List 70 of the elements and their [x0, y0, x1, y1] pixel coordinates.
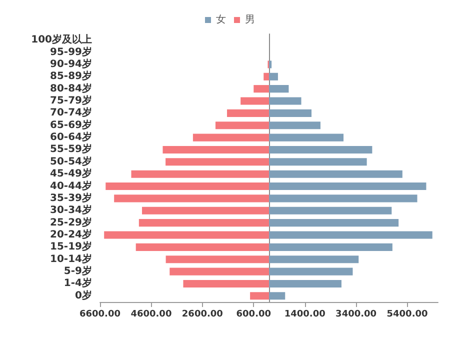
y-tick-label: 80-84岁 — [50, 82, 92, 94]
y-tick-label: 90-94岁 — [50, 58, 92, 70]
y-tick-label: 35-39岁 — [50, 192, 92, 204]
bar — [192, 134, 269, 142]
bar — [269, 109, 312, 117]
bar — [269, 170, 402, 178]
y-tick-label: 95-99岁 — [50, 46, 92, 58]
bar — [250, 292, 269, 300]
bar — [240, 97, 269, 105]
bar — [162, 146, 269, 154]
y-tick-label: 55-59岁 — [50, 143, 92, 156]
y-tick-label: 20-24岁 — [50, 228, 92, 240]
bar — [269, 158, 367, 166]
y-tick-label: 30-34岁 — [50, 204, 92, 216]
bar — [269, 85, 289, 93]
y-tick-label: 60-64岁 — [50, 131, 92, 144]
y-tick-label: 25-29岁 — [50, 216, 92, 228]
x-tick-label: 4600.00 — [130, 310, 172, 320]
bar — [269, 60, 272, 68]
x-tick-label: 1400.00 — [284, 310, 326, 320]
bar — [269, 72, 278, 80]
y-tick-label: 40-44岁 — [50, 180, 92, 192]
bar — [269, 206, 392, 214]
bar — [166, 256, 269, 264]
bar — [269, 256, 359, 264]
bar — [264, 72, 269, 80]
bar — [227, 109, 269, 117]
x-tick-label: 2600.00 — [182, 310, 223, 320]
bar — [269, 122, 320, 130]
bar — [269, 194, 418, 202]
bar — [131, 170, 269, 178]
x-tick-label: 3400.00 — [336, 310, 377, 320]
bar — [138, 219, 269, 227]
bar — [269, 280, 342, 288]
y-tick-label: 1-4岁 — [64, 277, 92, 290]
legend-label: 女 — [216, 14, 226, 26]
x-tick-label: 600.00 — [236, 310, 272, 320]
bar — [269, 243, 392, 251]
bar — [269, 219, 399, 227]
bar — [269, 292, 286, 300]
y-tick-label: 0岁 — [75, 289, 92, 302]
bar — [106, 182, 269, 190]
bar — [269, 146, 372, 154]
y-tick-label: 10-14岁 — [50, 252, 92, 265]
bar — [136, 243, 269, 251]
bar — [114, 194, 269, 202]
y-tick-label: 15-19岁 — [50, 240, 92, 253]
x-tick-label: 6600.00 — [80, 310, 120, 320]
y-tick-label: 45-49岁 — [50, 168, 92, 180]
bar — [170, 268, 269, 276]
bar — [166, 158, 269, 166]
x-tick-label: 5400.00 — [386, 310, 428, 320]
bar — [215, 122, 269, 130]
bar — [269, 182, 426, 190]
y-tick-label: 50-54岁 — [50, 155, 92, 168]
bar — [104, 231, 269, 239]
bar — [254, 85, 269, 93]
y-tick-label: 5-9岁 — [64, 265, 92, 278]
y-tick-label: 65-69岁 — [50, 118, 92, 131]
y-tick-label: 85-89岁 — [50, 70, 92, 82]
y-tick-label: 100岁及以上 — [31, 34, 92, 46]
bar — [269, 231, 432, 239]
bar — [269, 97, 302, 105]
bar — [183, 280, 269, 288]
legend-label: 男 — [245, 14, 255, 26]
y-tick-label: 75-79岁 — [50, 94, 92, 106]
bar — [269, 268, 353, 276]
bar — [142, 206, 269, 214]
y-tick-label: 70-74岁 — [50, 106, 92, 119]
bar — [269, 134, 344, 142]
